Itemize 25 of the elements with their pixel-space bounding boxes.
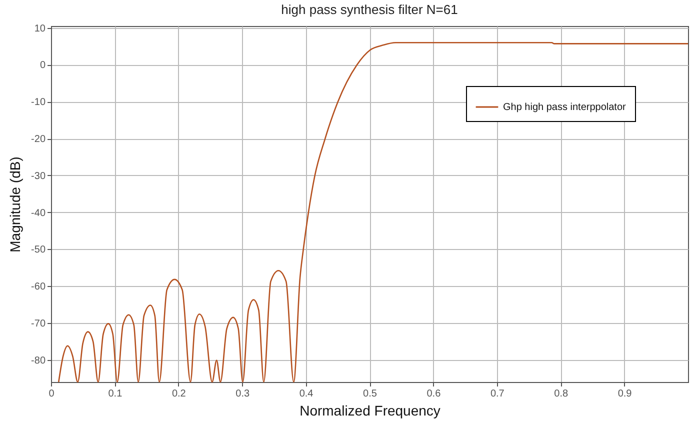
x-tick-label: 0.5 bbox=[363, 388, 378, 400]
x-tick-label: 0.6 bbox=[426, 388, 442, 400]
y-tick-label: -60 bbox=[31, 282, 46, 293]
legend-label: Ghp high pass interppolator bbox=[503, 102, 627, 113]
y-tick-label: 10 bbox=[34, 23, 46, 34]
y-tick-label: -20 bbox=[31, 134, 46, 146]
y-axis-title: Magnitude (dB) bbox=[7, 156, 24, 252]
x-axis-title: Normalized Frequency bbox=[300, 402, 440, 418]
y-tick-label: -70 bbox=[31, 318, 46, 330]
x-tick-label: 0.7 bbox=[490, 388, 505, 400]
y-tick-label: -30 bbox=[31, 170, 46, 182]
x-tick-label: 0.4 bbox=[299, 388, 314, 400]
x-tick-label: 0.2 bbox=[172, 388, 186, 400]
y-tick-label: -50 bbox=[31, 244, 46, 256]
y-tick-label: 0 bbox=[40, 60, 46, 72]
line-series bbox=[58, 42, 689, 383]
x-tick-label: 0 bbox=[48, 388, 55, 400]
y-tick-label: -10 bbox=[31, 97, 46, 108]
x-tick-label: 0.9 bbox=[618, 388, 632, 400]
y-tick-label: -80 bbox=[31, 355, 46, 366]
x-tick-label: 0.8 bbox=[554, 388, 568, 400]
chart-title: high pass synthesis filter N=61 bbox=[281, 2, 458, 17]
x-tick-label: 0.3 bbox=[236, 388, 250, 400]
x-tick-label: 0.1 bbox=[108, 388, 123, 400]
y-tick-label: -40 bbox=[31, 208, 46, 219]
